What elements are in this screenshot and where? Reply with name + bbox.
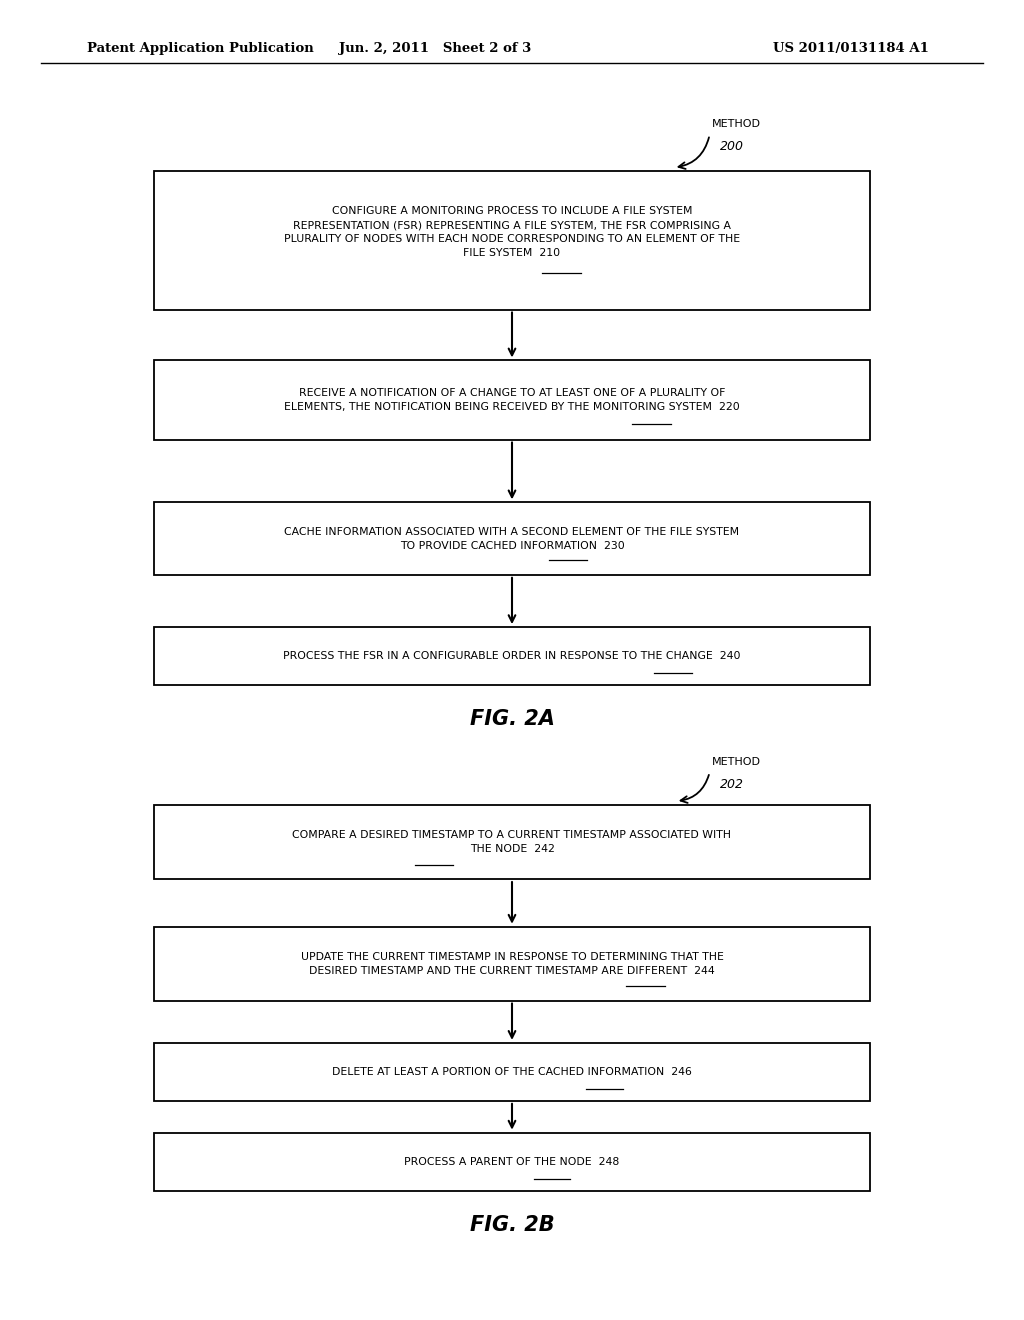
Bar — [154, 1043, 870, 1101]
Text: METHOD: METHOD — [712, 756, 761, 767]
Text: COMPARE A DESIRED TIMESTAMP TO A CURRENT TIMESTAMP ASSOCIATED WITH
THE NODE  242: COMPARE A DESIRED TIMESTAMP TO A CURRENT… — [293, 830, 731, 854]
Bar — [154, 502, 870, 576]
Text: 200: 200 — [720, 140, 743, 153]
Text: RECEIVE A NOTIFICATION OF A CHANGE TO AT LEAST ONE OF A PLURALITY OF
ELEMENTS, T: RECEIVE A NOTIFICATION OF A CHANGE TO AT… — [284, 388, 740, 412]
Text: Jun. 2, 2011   Sheet 2 of 3: Jun. 2, 2011 Sheet 2 of 3 — [339, 42, 531, 54]
Text: 202: 202 — [720, 777, 743, 791]
Text: FIG. 2A: FIG. 2A — [470, 709, 554, 730]
Text: PROCESS A PARENT OF THE NODE  248: PROCESS A PARENT OF THE NODE 248 — [404, 1156, 620, 1167]
Text: Patent Application Publication: Patent Application Publication — [87, 42, 313, 54]
Text: METHOD: METHOD — [712, 119, 761, 129]
Bar — [154, 627, 870, 685]
Text: US 2011/0131184 A1: US 2011/0131184 A1 — [773, 42, 929, 54]
Bar — [154, 172, 870, 310]
Bar — [154, 805, 870, 879]
Text: PROCESS THE FSR IN A CONFIGURABLE ORDER IN RESPONSE TO THE CHANGE  240: PROCESS THE FSR IN A CONFIGURABLE ORDER … — [284, 651, 740, 661]
Text: DELETE AT LEAST A PORTION OF THE CACHED INFORMATION  246: DELETE AT LEAST A PORTION OF THE CACHED … — [332, 1067, 692, 1077]
Text: CACHE INFORMATION ASSOCIATED WITH A SECOND ELEMENT OF THE FILE SYSTEM
TO PROVIDE: CACHE INFORMATION ASSOCIATED WITH A SECO… — [285, 527, 739, 550]
Bar — [154, 1133, 870, 1191]
Text: FIG. 2B: FIG. 2B — [470, 1214, 554, 1236]
Bar — [154, 360, 870, 440]
Bar — [154, 927, 870, 1001]
Text: UPDATE THE CURRENT TIMESTAMP IN RESPONSE TO DETERMINING THAT THE
DESIRED TIMESTA: UPDATE THE CURRENT TIMESTAMP IN RESPONSE… — [301, 952, 723, 975]
Text: CONFIGURE A MONITORING PROCESS TO INCLUDE A FILE SYSTEM
REPRESENTATION (FSR) REP: CONFIGURE A MONITORING PROCESS TO INCLUD… — [284, 206, 740, 259]
